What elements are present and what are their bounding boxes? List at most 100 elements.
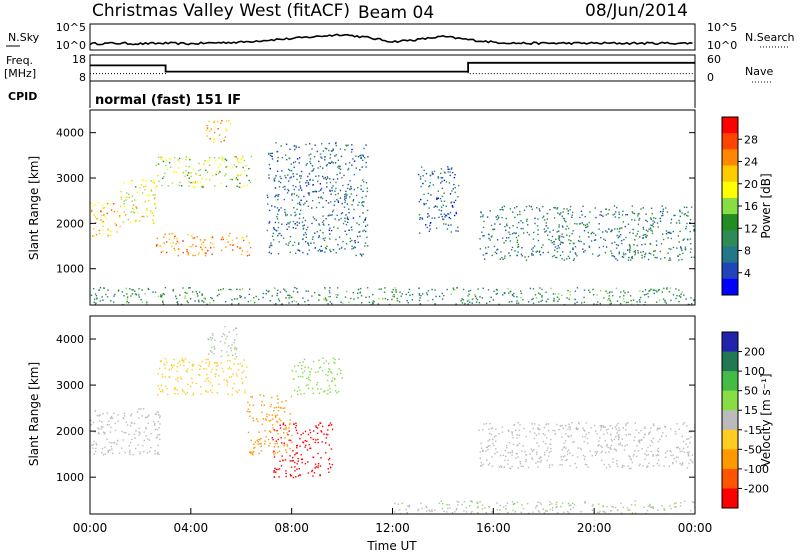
- velocity-cell: [125, 432, 127, 434]
- velocity-cell: [232, 373, 234, 375]
- velocity-cell: [309, 379, 311, 382]
- power-cell: [344, 296, 347, 298]
- power-cell: [188, 185, 190, 187]
- power-cell: [236, 158, 239, 160]
- power-cell: [298, 242, 300, 244]
- power-cell: [393, 296, 395, 298]
- velocity-cell: [615, 450, 617, 452]
- power-cell: [240, 162, 242, 164]
- velocity-cell: [576, 456, 579, 458]
- velocity-cell: [243, 370, 245, 372]
- velocity-cell: [124, 451, 126, 454]
- power-cell: [599, 302, 601, 305]
- velocity-cell: [276, 430, 278, 432]
- power-cell: [335, 144, 337, 147]
- power-cell: [611, 229, 613, 232]
- power-cell: [274, 196, 276, 198]
- velocity-cell: [625, 434, 627, 436]
- power-cell: [665, 302, 668, 304]
- velocity-cell: [199, 368, 201, 370]
- velocity-cell: [648, 433, 650, 435]
- velocity-cell: [209, 382, 212, 384]
- power-cell: [289, 236, 292, 238]
- power-cell: [342, 240, 344, 243]
- power-cell: [300, 177, 302, 179]
- power-cell: [201, 248, 203, 251]
- power-cell: [483, 234, 485, 237]
- power-cell: [432, 298, 434, 301]
- velocity-cell: [338, 358, 340, 360]
- power-cell: [665, 230, 668, 232]
- power-cell: [471, 302, 473, 304]
- velocity-cell: [270, 431, 272, 433]
- velocity-cell: [108, 420, 110, 422]
- velocity-cell: [263, 395, 265, 397]
- power-cell: [676, 247, 678, 249]
- power-cell: [442, 218, 444, 220]
- velocity-cell: [618, 436, 620, 438]
- power-cell: [598, 223, 600, 225]
- power-cell: [693, 230, 695, 232]
- velocity-cell: [175, 378, 177, 381]
- power-cell: [450, 231, 452, 233]
- power-cell: [687, 303, 690, 305]
- power-cell: [647, 292, 649, 295]
- velocity-cell: [224, 325, 226, 328]
- velocity-cell: [506, 502, 509, 504]
- power-cell: [312, 191, 314, 193]
- velocity-cell: [659, 438, 661, 441]
- colorbar-tick-label: -100: [744, 463, 769, 476]
- velocity-cell: [657, 459, 660, 461]
- velocity-cell: [323, 433, 325, 435]
- velocity-cell: [286, 445, 289, 447]
- velocity-cell: [566, 450, 569, 453]
- power-cell: [221, 155, 223, 157]
- power-cell: [344, 199, 347, 202]
- power-cell: [440, 177, 442, 179]
- velocity-cell: [626, 507, 629, 509]
- velocity-cell: [514, 511, 516, 513]
- velocity-cell: [235, 327, 238, 329]
- velocity-cell: [516, 444, 518, 447]
- power-cell: [168, 238, 170, 241]
- velocity-cell: [339, 372, 342, 374]
- power-cell: [189, 287, 191, 289]
- power-cell: [637, 252, 639, 254]
- velocity-cell: [646, 466, 648, 469]
- power-cell: [103, 287, 105, 290]
- velocity-cell: [106, 412, 109, 414]
- power-cell: [527, 224, 529, 226]
- power-cell: [248, 293, 250, 296]
- power-cell: [364, 219, 366, 221]
- power-cell: [590, 233, 592, 235]
- power-cell: [339, 172, 341, 174]
- velocity-cell: [95, 447, 97, 450]
- velocity-cell: [675, 456, 677, 458]
- power-cell: [618, 251, 621, 253]
- power-cell: [508, 292, 510, 294]
- velocity-cell: [507, 463, 509, 465]
- power-cell: [292, 173, 294, 175]
- velocity-cell: [511, 431, 513, 433]
- power-cell: [569, 291, 571, 293]
- power-cell: [350, 186, 352, 188]
- velocity-cell: [613, 438, 616, 441]
- power-cell: [631, 303, 633, 305]
- velocity-cell: [686, 438, 688, 440]
- power-cell: [150, 190, 153, 192]
- velocity-cell: [211, 351, 213, 353]
- velocity-cell: [621, 466, 623, 468]
- power-cell: [693, 256, 695, 258]
- power-cell: [574, 290, 577, 292]
- velocity-cell: [113, 442, 116, 444]
- velocity-cell: [180, 378, 183, 380]
- velocity-cell: [478, 429, 480, 432]
- power-cell: [354, 241, 356, 244]
- power-cell: [448, 213, 450, 215]
- velocity-cell: [329, 369, 331, 371]
- power-cell: [278, 186, 281, 188]
- velocity-cell: [173, 388, 176, 391]
- power-cell: [144, 189, 146, 191]
- velocity-cell: [639, 439, 641, 441]
